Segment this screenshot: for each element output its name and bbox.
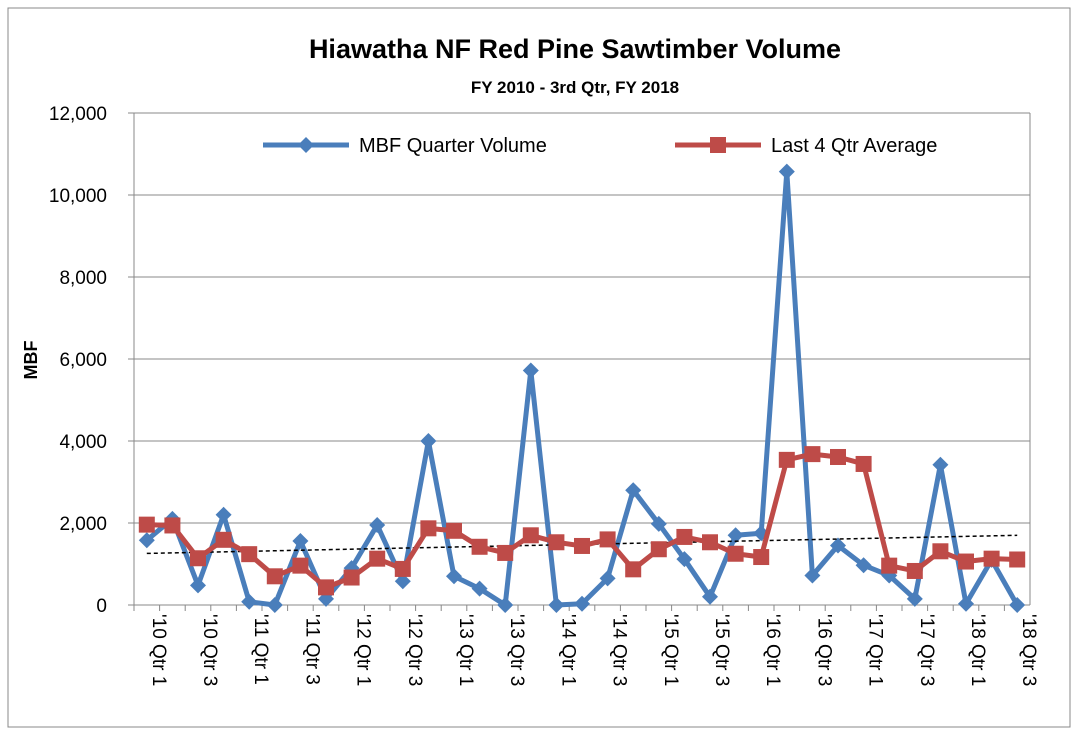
x-tick-label: '16 Qtr 3 bbox=[813, 614, 834, 686]
x-tick-label: '18 Qtr 3 bbox=[1018, 614, 1039, 686]
x-tick-label: '11 Qtr 1 bbox=[250, 614, 271, 685]
marker bbox=[855, 557, 872, 574]
marker bbox=[164, 517, 181, 534]
x-tick-label: '12 Qtr 1 bbox=[353, 614, 374, 686]
marker bbox=[804, 446, 821, 463]
marker bbox=[292, 557, 309, 574]
marker bbox=[241, 593, 258, 610]
marker bbox=[702, 534, 718, 551]
marker bbox=[983, 550, 1000, 567]
marker bbox=[574, 595, 590, 612]
marker bbox=[599, 531, 616, 548]
marker bbox=[599, 570, 616, 587]
marker bbox=[804, 567, 821, 584]
marker bbox=[548, 534, 565, 551]
marker bbox=[676, 551, 693, 568]
marker bbox=[881, 557, 898, 574]
marker bbox=[676, 528, 693, 545]
marker bbox=[266, 597, 283, 613]
x-tick-label: '17 Qtr 3 bbox=[916, 614, 937, 686]
x-tick-label: '17 Qtr 1 bbox=[865, 614, 886, 686]
y-tick-label: 12,000 bbox=[49, 104, 107, 125]
x-tick-label: '10 Qtr 3 bbox=[199, 614, 220, 686]
marker bbox=[650, 541, 667, 558]
marker bbox=[471, 538, 488, 555]
marker bbox=[266, 568, 283, 585]
marker bbox=[497, 597, 514, 613]
marker bbox=[369, 517, 386, 534]
x-tick-label: '18 Qtr 1 bbox=[967, 614, 988, 686]
marker bbox=[394, 560, 411, 577]
marker bbox=[497, 544, 514, 561]
marker bbox=[958, 553, 974, 570]
y-tick-label: 10,000 bbox=[49, 186, 107, 207]
marker bbox=[958, 595, 974, 612]
y-tick-label: 8,000 bbox=[59, 268, 107, 289]
x-tick-label: '16 Qtr 1 bbox=[762, 614, 783, 686]
y-tick-label: 6,000 bbox=[59, 350, 107, 371]
marker bbox=[138, 532, 155, 549]
marker bbox=[522, 362, 539, 379]
x-tick-label: '14 Qtr 1 bbox=[557, 614, 578, 686]
marker bbox=[1009, 597, 1026, 613]
marker bbox=[727, 545, 744, 562]
marker bbox=[420, 520, 437, 537]
marker bbox=[650, 515, 667, 532]
marker bbox=[932, 543, 949, 560]
marker bbox=[1009, 551, 1026, 568]
x-tick-label: '10 Qtr 1 bbox=[148, 614, 169, 686]
marker bbox=[548, 597, 565, 613]
x-tick-label: '11 Qtr 3 bbox=[301, 614, 322, 685]
marker bbox=[932, 456, 949, 473]
marker bbox=[522, 527, 539, 544]
legend-label: MBF Quarter Volume bbox=[359, 135, 547, 157]
marker bbox=[830, 537, 846, 554]
marker bbox=[727, 527, 744, 544]
marker bbox=[138, 516, 155, 533]
chart-title: Hiawatha NF Red Pine Sawtimber Volume bbox=[309, 34, 841, 64]
y-axis-label: MBF bbox=[21, 341, 41, 380]
marker bbox=[906, 590, 923, 607]
marker bbox=[710, 137, 726, 153]
marker bbox=[369, 550, 386, 567]
marker bbox=[778, 163, 795, 180]
marker bbox=[292, 533, 309, 550]
marker bbox=[625, 561, 642, 578]
marker bbox=[241, 546, 258, 563]
marker bbox=[446, 522, 462, 539]
x-tick-label: '14 Qtr 3 bbox=[609, 614, 630, 686]
x-tick-label: '15 Qtr 3 bbox=[711, 614, 732, 686]
chart-subtitle: FY 2010 - 3rd Qtr, FY 2018 bbox=[471, 78, 679, 97]
y-tick-label: 4,000 bbox=[59, 432, 107, 453]
marker bbox=[625, 482, 642, 499]
marker bbox=[190, 577, 206, 594]
marker bbox=[446, 568, 462, 585]
marker bbox=[190, 550, 206, 567]
x-tick-label: '15 Qtr 1 bbox=[660, 614, 681, 686]
legend-label: Last 4 Qtr Average bbox=[771, 135, 937, 157]
marker bbox=[471, 580, 488, 597]
y-tick-label: 2,000 bbox=[59, 514, 107, 535]
marker bbox=[394, 573, 411, 590]
marker bbox=[906, 562, 923, 579]
marker bbox=[855, 455, 872, 472]
x-tick-label: '13 Qtr 3 bbox=[506, 614, 527, 686]
marker bbox=[702, 588, 718, 605]
marker bbox=[753, 549, 770, 566]
x-tick-label: '13 Qtr 1 bbox=[455, 614, 476, 686]
marker bbox=[343, 569, 360, 586]
marker bbox=[318, 579, 334, 596]
marker bbox=[215, 506, 232, 523]
x-tick-label: '12 Qtr 3 bbox=[404, 614, 425, 686]
marker bbox=[215, 531, 232, 548]
y-tick-label: 0 bbox=[96, 596, 107, 617]
marker bbox=[574, 537, 590, 554]
marker bbox=[830, 448, 846, 465]
marker bbox=[298, 137, 314, 153]
marker bbox=[778, 451, 795, 468]
marker bbox=[420, 433, 437, 449]
